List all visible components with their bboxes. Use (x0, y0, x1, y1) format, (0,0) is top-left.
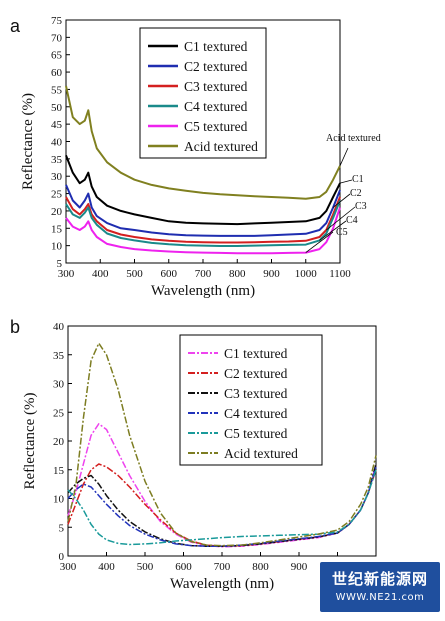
watermark-url: WWW.NE21.com (335, 592, 425, 603)
chart-a: 300 400 500 600 700 800 900 1000 1100 5 10 15 20 25 30… (10, 15, 381, 299)
annotation-label-5: C5 (336, 227, 348, 238)
panel-label: a (10, 16, 21, 36)
y-tick-label: 5 (59, 522, 65, 534)
series-line-4 (65, 200, 341, 247)
legend-entry-5: C5 textured (184, 119, 248, 134)
legend-entry-6: Acid textured (184, 139, 258, 154)
x-tick-label: 600 (175, 561, 192, 573)
legend-entry-1: C1 textured (224, 346, 288, 361)
y-tick-label: 30 (51, 171, 63, 183)
annotation-leader-1 (339, 179, 353, 184)
annotation-leader-3 (326, 206, 356, 231)
legend-entry-1: C1 textured (184, 39, 248, 54)
y-tick-label: 50 (51, 102, 63, 114)
y-tick-label: 65 (51, 50, 63, 62)
legend-entry-2: C2 textured (224, 366, 288, 381)
x-axis-label: Wavelength (nm) (170, 576, 274, 592)
y-tick-label: 40 (53, 321, 65, 333)
y-tick-label: 20 (51, 206, 63, 218)
y-tick-label: 15 (51, 223, 63, 235)
x-tick-label: 300 (60, 561, 77, 573)
legend-entry-4: C4 textured (224, 406, 288, 421)
x-tick-label: 400 (98, 561, 115, 573)
x-tick-label: 300 (58, 268, 75, 280)
panel-label: b (10, 317, 20, 337)
x-tick-label: 900 (291, 561, 308, 573)
y-tick-label: 75 (51, 15, 63, 27)
x-tick-label: 600 (161, 268, 178, 280)
legend-box (139, 27, 267, 159)
annotation-leader-5 (305, 231, 334, 253)
y-tick-label: 35 (51, 154, 63, 166)
annotation-label-1: C1 (352, 174, 364, 185)
y-tick-label: 70 (51, 32, 63, 44)
series-line-6 (67, 342, 377, 547)
legend-entry-5: C5 textured (224, 426, 288, 441)
y-tick-label: 0 (59, 551, 65, 563)
series-line-3 (65, 196, 341, 244)
y-axis-label: Reflectance (%) (20, 93, 36, 190)
x-tick-label: 1000 (295, 268, 318, 280)
y-tick-label: 55 (51, 84, 63, 96)
series-line-1 (67, 423, 377, 548)
x-tick-label: 900 (263, 268, 280, 280)
y-tick-label: 40 (51, 137, 63, 149)
chart-b: 3004005006007008009001000110005101520253… (10, 317, 387, 592)
legend-entry-3: C3 textured (184, 79, 248, 94)
y-tick-label: 45 (51, 119, 63, 131)
y-tick-label: 15 (53, 465, 65, 477)
x-tick-label: 400 (92, 268, 109, 280)
watermark-title: 世纪新能源网 (331, 570, 428, 588)
legend-entry-6: Acid textured (224, 446, 298, 461)
series-line-5 (67, 469, 377, 546)
annotation-label-4: C4 (346, 215, 358, 226)
legend-entry-4: C4 textured (184, 99, 248, 114)
annotation-label-3: C3 (355, 201, 367, 212)
series-line-3 (67, 463, 377, 547)
x-tick-label: 800 (229, 268, 246, 280)
series-line-6 (65, 85, 341, 200)
legend: C1 textured C2 textured C3 textured C4 text… (139, 27, 267, 159)
annotation-leader-6 (339, 147, 349, 166)
x-tick-label: 700 (214, 561, 231, 573)
annotation-label-6: Acid textured (326, 133, 381, 144)
y-tick-label: 35 (53, 350, 65, 362)
series-line-2 (65, 184, 341, 237)
x-tick-label: 500 (137, 561, 154, 573)
legend: C1 textured C2 textured C3 textured C4 text… (179, 334, 323, 466)
y-tick-label: 25 (51, 189, 63, 201)
y-tick-label: 10 (53, 494, 65, 506)
y-axis-label: Reflectance (%) (22, 392, 38, 489)
y-tick-label: 20 (53, 436, 65, 448)
y-tick-label: 30 (53, 379, 65, 391)
x-tick-label: 700 (195, 268, 212, 280)
legend-box (179, 334, 323, 466)
series-line-5 (65, 207, 341, 255)
legend-entry-2: C2 textured (184, 59, 248, 74)
series-line-4 (67, 466, 377, 547)
annotation-leader-2 (332, 193, 351, 208)
watermark-logo: 世纪新能源网 WWW.NE21.com (320, 562, 440, 612)
y-tick-label: 5 (57, 258, 63, 270)
x-axis-label: Wavelength (nm) (151, 283, 255, 299)
y-tick-label: 10 (51, 241, 63, 253)
y-tick-label: 25 (53, 407, 65, 419)
x-tick-label: 800 (252, 561, 269, 573)
x-tick-label: 1100 (329, 268, 351, 280)
y-tick-label: 60 (51, 67, 63, 79)
legend-entry-3: C3 textured (224, 386, 288, 401)
annotation-leader-4 (319, 220, 347, 241)
annotation-label-2: C2 (350, 188, 362, 199)
series-line-1 (65, 155, 341, 226)
x-tick-label: 500 (126, 268, 143, 280)
